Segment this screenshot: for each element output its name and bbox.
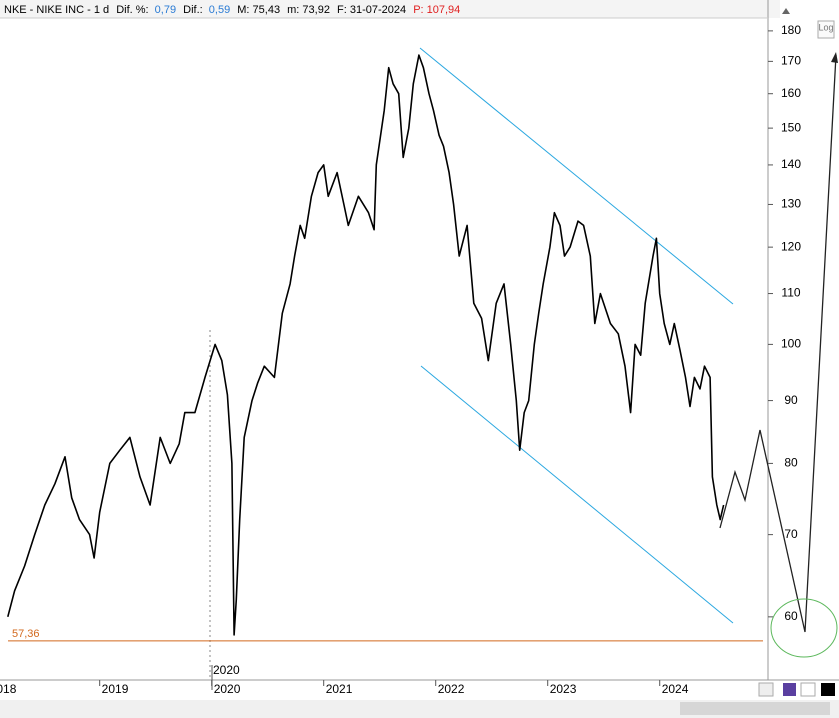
y-tick-label: 150 xyxy=(781,120,801,134)
y-tick-label: 80 xyxy=(784,456,798,470)
y-tick-label: 60 xyxy=(784,609,798,623)
header-text: NKE - NIKE INC - 1 d Dif. %: 0,79 Dif.: … xyxy=(4,4,460,16)
symbol: NKE - NIKE INC - 1 d xyxy=(4,4,109,16)
tool-icon[interactable] xyxy=(758,682,774,697)
dif-pct: 0,79 xyxy=(155,4,176,16)
y-tick-label: 70 xyxy=(784,527,798,541)
reference-label: 57,36 xyxy=(12,628,40,640)
y-tick-label: 140 xyxy=(781,157,801,171)
period-label: 2020 xyxy=(213,663,240,677)
y-axis: 60 70 80 90 100 110 120 130 140 150 160 170 180 xyxy=(768,23,801,623)
price-line xyxy=(7,54,725,636)
x-axis: 2018 2019 2020 2021 2022 2023 2024 xyxy=(0,680,689,696)
y-tick-label: 170 xyxy=(781,54,801,68)
log-button-label[interactable]: Log xyxy=(818,22,833,32)
arrow-head xyxy=(831,52,838,63)
dif-label: Dif.: xyxy=(183,4,203,16)
y-tick-label: 90 xyxy=(784,393,798,407)
plot: 57,36 xyxy=(7,54,763,642)
pin-icon[interactable] xyxy=(800,682,816,697)
scroll-thumb[interactable] xyxy=(680,702,830,715)
date: F: 31-07-2024 xyxy=(337,4,406,16)
y-tick-label: 160 xyxy=(781,86,801,100)
save-icon[interactable] xyxy=(783,683,796,696)
channel-lower xyxy=(420,365,734,624)
header-bar xyxy=(0,0,780,18)
scroll-up[interactable] xyxy=(782,8,790,14)
x-tick-label: 2023 xyxy=(550,682,577,696)
price: P: 107,94 xyxy=(413,4,460,16)
channel-upper xyxy=(419,47,734,305)
x-tick-label: 2021 xyxy=(326,682,353,696)
color-icon[interactable] xyxy=(821,683,835,696)
x-tick-label: 2018 xyxy=(0,682,17,696)
y-tick-label: 110 xyxy=(781,286,800,300)
x-tick-label: 2020 xyxy=(214,682,241,696)
scrollbar[interactable] xyxy=(0,700,839,718)
y-tick-label: 130 xyxy=(781,197,801,211)
x-tick-label: 2019 xyxy=(102,682,129,696)
y-tick-label: 120 xyxy=(781,239,801,253)
dif: 0,59 xyxy=(209,4,230,16)
x-tick-label: 2024 xyxy=(662,682,689,696)
dif-pct-label: Dif. %: xyxy=(116,4,148,16)
projection-arrow xyxy=(719,54,837,633)
y-tick-label: 100 xyxy=(781,337,801,351)
x-tick-label: 2022 xyxy=(438,682,465,696)
max: M: 75,43 xyxy=(237,4,280,16)
target-ellipse xyxy=(770,598,838,658)
log-button[interactable] xyxy=(817,20,835,39)
min: m: 73,92 xyxy=(287,4,330,16)
y-tick-label: 180 xyxy=(781,23,801,37)
